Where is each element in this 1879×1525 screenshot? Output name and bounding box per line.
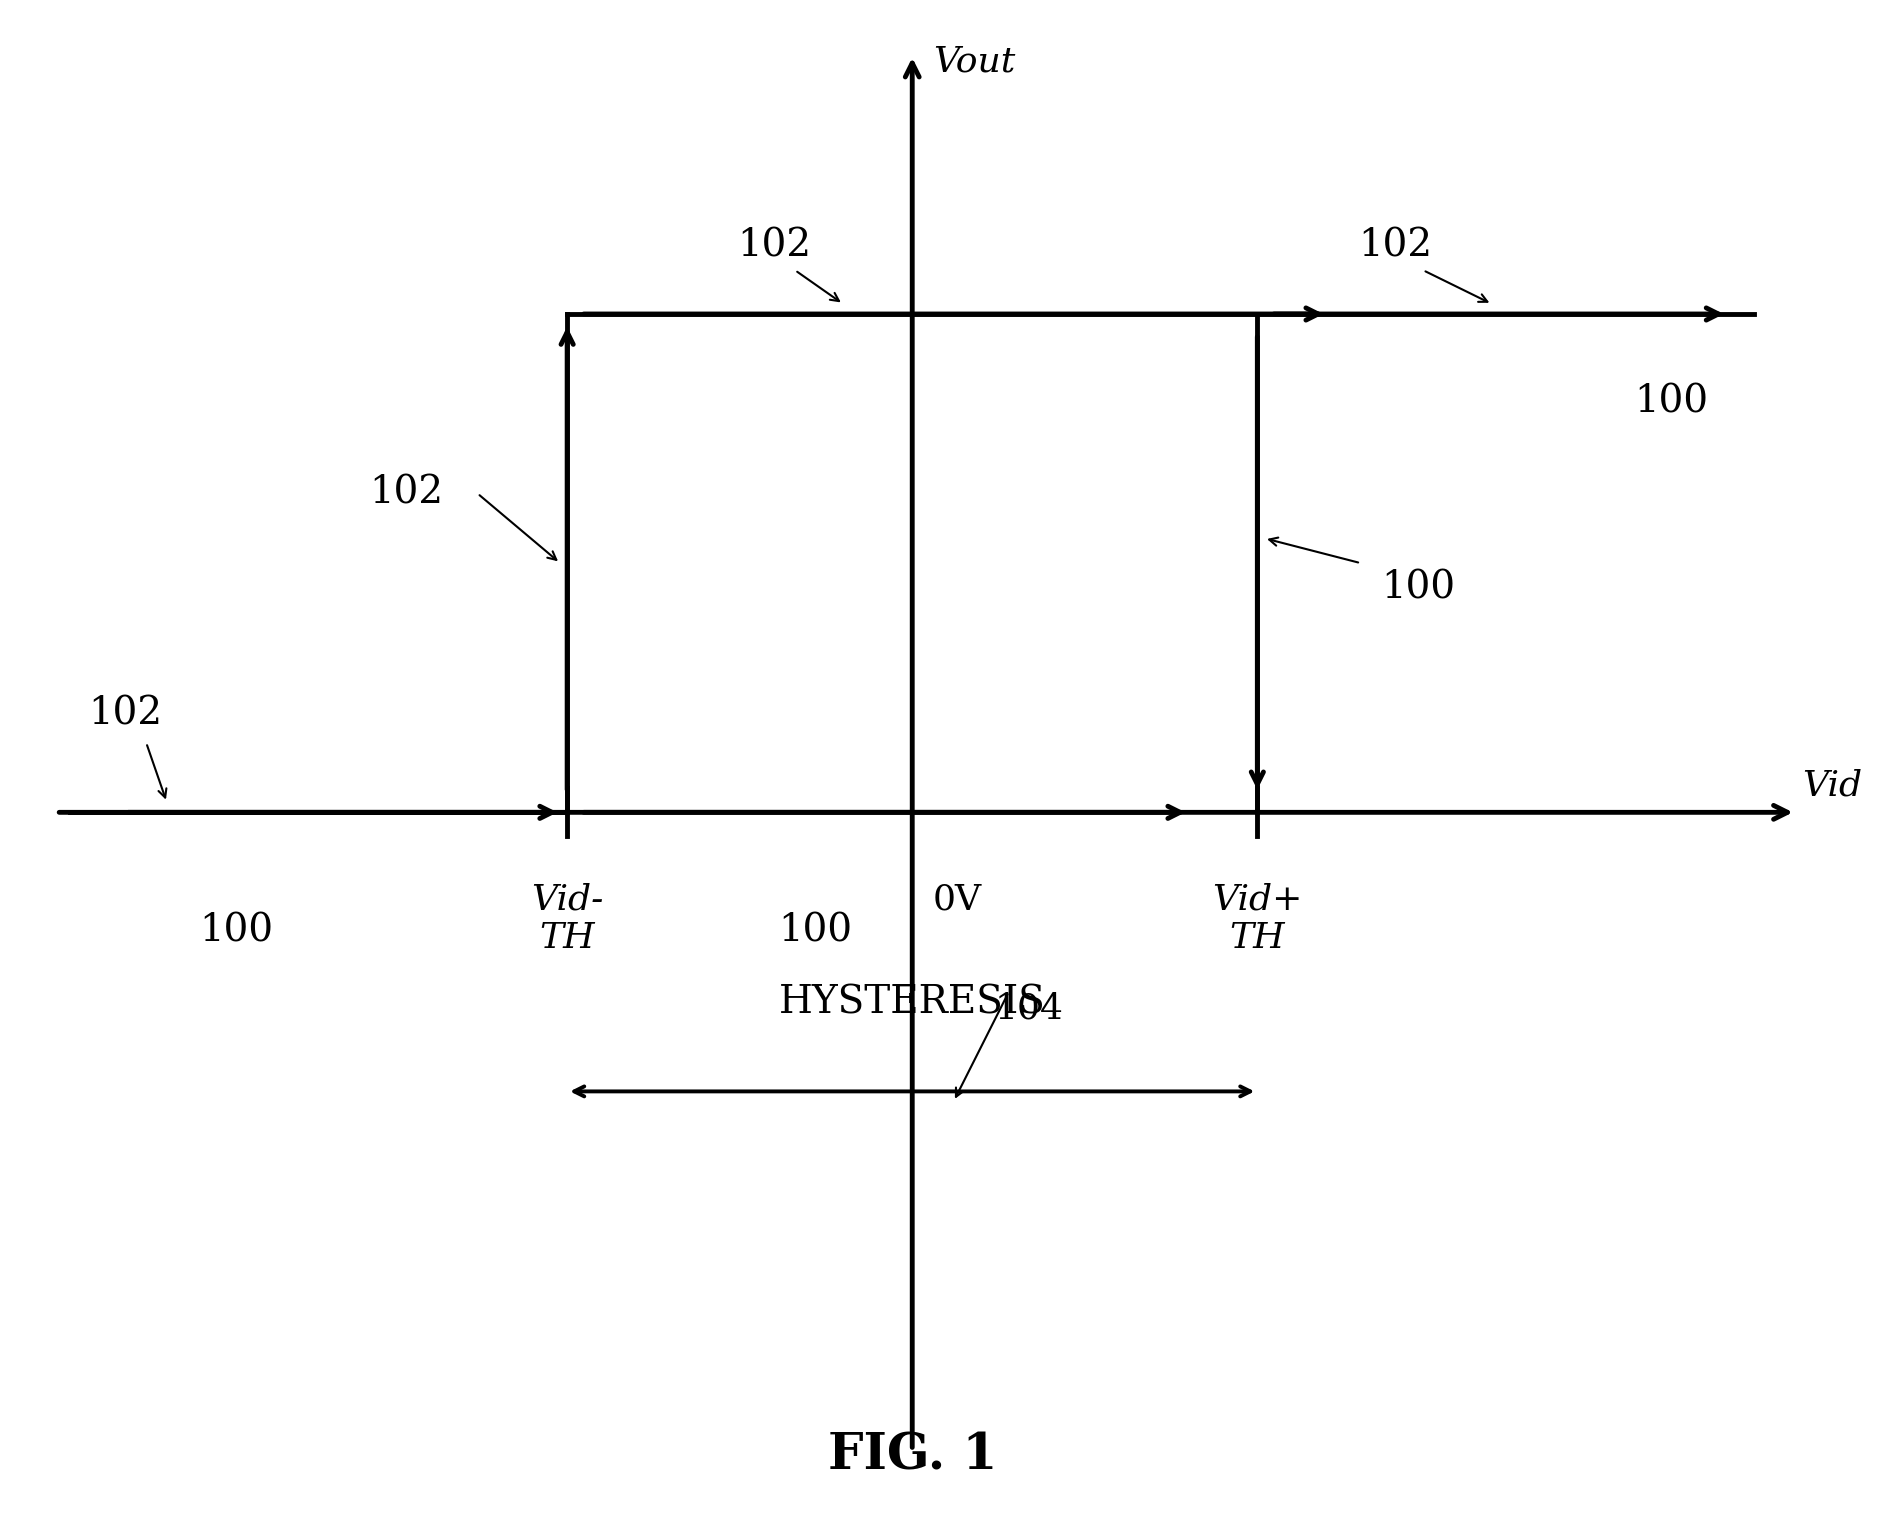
Text: 100: 100: [199, 912, 272, 949]
Text: 102: 102: [737, 227, 812, 264]
Text: Vout: Vout: [934, 44, 1015, 79]
Text: 102: 102: [368, 474, 443, 512]
Text: HYSTERESIS: HYSTERESIS: [778, 985, 1047, 1022]
Text: 100: 100: [1381, 569, 1456, 607]
Text: FIG. 1: FIG. 1: [827, 1430, 998, 1481]
Text: 100: 100: [1635, 384, 1708, 421]
Text: 102: 102: [88, 695, 162, 732]
Text: 100: 100: [778, 912, 853, 949]
Text: Vid-
TH: Vid- TH: [532, 881, 603, 956]
Text: Vid+
TH: Vid+ TH: [1212, 881, 1302, 956]
Text: 102: 102: [1359, 227, 1432, 264]
Text: 104: 104: [996, 991, 1064, 1026]
Text: Vid: Vid: [1802, 769, 1862, 802]
Text: 0V: 0V: [934, 881, 983, 917]
